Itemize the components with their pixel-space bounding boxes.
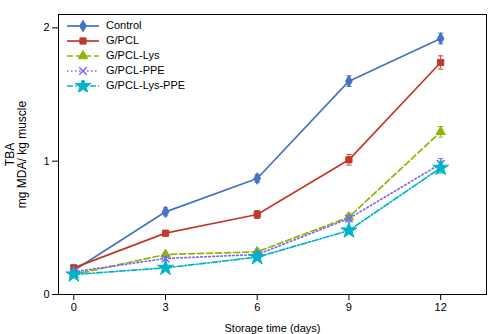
svg-text:1: 1 xyxy=(43,155,49,167)
html-text:G/PCL-Lys-PPE: G/PCL-Lys-PPE xyxy=(106,79,186,91)
svg-text:12: 12 xyxy=(435,301,447,313)
svg-text:3: 3 xyxy=(162,301,168,313)
svg-text:TBAmg MDA/ kg muscle: TBAmg MDA/ kg muscle xyxy=(3,100,29,208)
svg-text:9: 9 xyxy=(346,301,352,313)
html-text:G/PCL-PPE: G/PCL-PPE xyxy=(106,64,165,76)
svg-text:2: 2 xyxy=(43,21,49,33)
svg-text:0: 0 xyxy=(43,288,49,300)
html-text:Control: Control xyxy=(106,19,142,31)
html-text:G/PCL-Lys: G/PCL-Lys xyxy=(106,49,160,61)
svg-text:Storage time (days): Storage time (days) xyxy=(225,322,321,334)
svg-text:0: 0 xyxy=(71,301,77,313)
html-text:G/PCL: G/PCL xyxy=(106,34,139,46)
svg-text:6: 6 xyxy=(254,301,260,313)
